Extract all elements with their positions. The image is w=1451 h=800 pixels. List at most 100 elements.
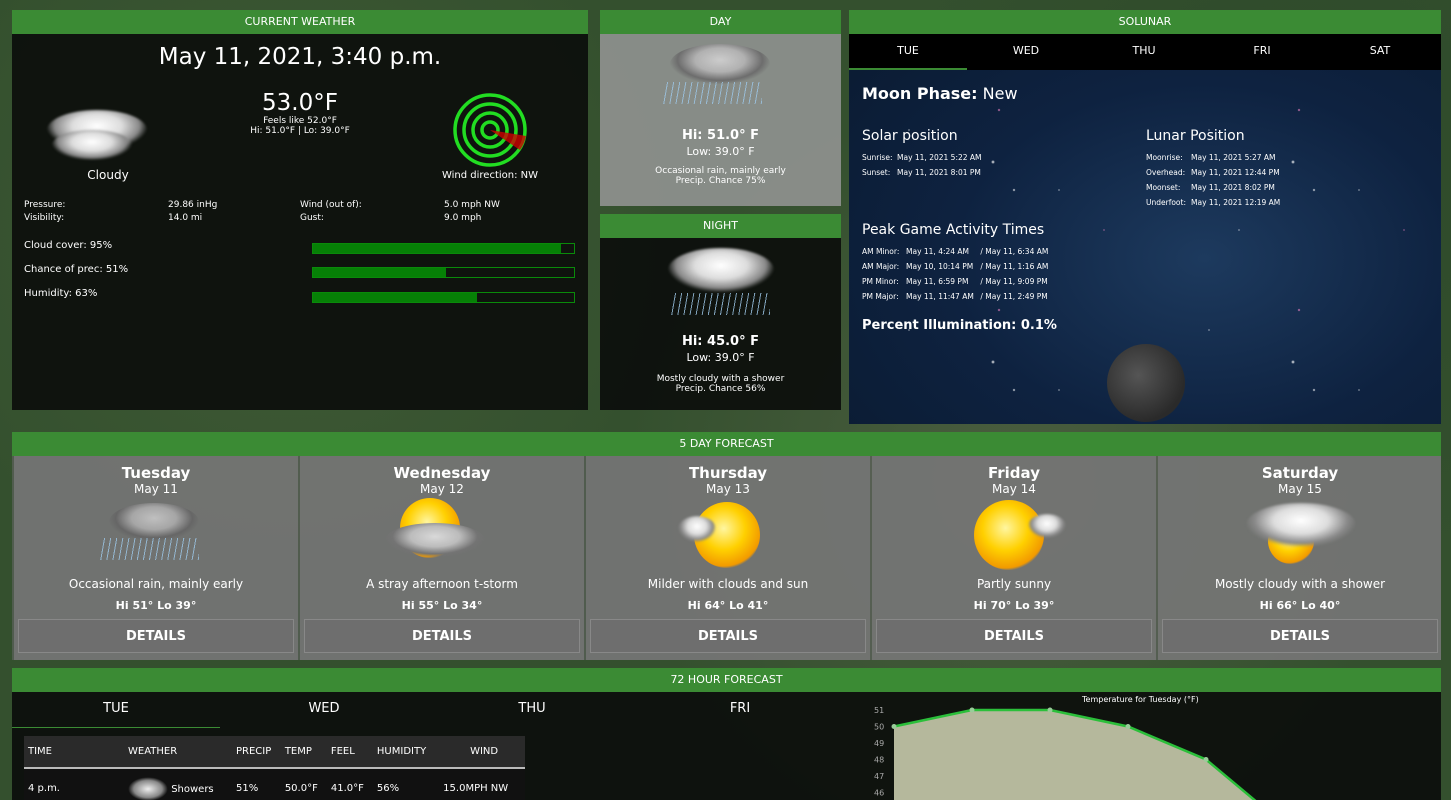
underfoot-row: Underfoot: May 11, 2021 12:19 AM: [1146, 198, 1281, 207]
details-button[interactable]: DETAILS: [18, 619, 294, 653]
night-header: NIGHT: [600, 214, 841, 238]
partly-sunny-icon: [872, 498, 1156, 574]
y-tick-label: 51: [874, 706, 884, 715]
details-button[interactable]: DETAILS: [304, 619, 580, 653]
moonrise-row: Moonrise: May 11, 2021 5:27 AM: [1146, 153, 1276, 162]
chart-title: Temperature for Tuesday (°F): [1082, 695, 1199, 704]
night-low: Low: 39.0° F: [686, 351, 755, 364]
night-precip: Precip. Chance 56%: [675, 384, 766, 394]
forecast-card-tuesday: Tuesday May 11 Occasional rain, mainly ear…: [14, 456, 298, 660]
hourly-tab-thu[interactable]: THU: [518, 701, 546, 716]
forecast-condition: A stray afternoon t-storm: [366, 577, 518, 591]
five-day-header: 5 DAY FORECAST: [12, 432, 1441, 456]
forecast-date: May 13: [706, 482, 750, 496]
forecast-card-friday: Friday May 14 Partly sunny Hi 70° Lo 39° DET…: [872, 456, 1156, 660]
moon-phase: New: [982, 84, 1018, 103]
five-day-forecast-panel: 5 DAY FORECAST Tuesday May 11 Occasional r…: [12, 432, 1441, 660]
table-header-row: TIME WEATHER PRECIP TEMP FEEL HUMIDITY WIND: [24, 736, 525, 769]
cloud-cover-bar: [312, 243, 575, 254]
solunar-panel: SOLUNAR TUE WED THU FRI SAT Moon Phase: …: [849, 10, 1441, 424]
data-point[interactable]: [1125, 724, 1131, 729]
forecast-date: May 12: [420, 482, 464, 496]
y-tick-label: 46: [874, 789, 884, 798]
table-row: 4 p.m. Showers 51% 50.0°F 41.0°F 56% 15.0MPH…: [24, 768, 525, 800]
forecast-hilo: Hi 70° Lo 39°: [973, 599, 1055, 612]
rain-icon: [14, 498, 298, 574]
data-point[interactable]: [969, 707, 975, 713]
data-point[interactable]: [891, 724, 897, 729]
sunset-row: Sunset: May 11, 2021 8:01 PM: [862, 168, 981, 177]
thunderstorm-icon: [300, 498, 584, 574]
peak-row: AM Minor: May 11, 4:24 AM / May 11, 6:34 …: [862, 247, 1049, 256]
hi-lo: Hi: 51.0°F | Lo: 39.0°F: [250, 126, 350, 136]
current-weather-panel: CURRENT WEATHER May 11, 2021, 3:40 p.m. …: [12, 10, 588, 410]
day-header: DAY: [600, 10, 841, 34]
night-hi: Hi: 45.0° F: [681, 334, 760, 349]
cloud-cover-label: Cloud cover: 95%: [24, 240, 113, 251]
peak-row: PM Major: May 11, 11:47 AM / May 11, 2:49…: [862, 292, 1048, 301]
wind-label: Wind (out of):: [300, 200, 362, 210]
showers-icon: [128, 776, 168, 800]
forecast-date: May 15: [1278, 482, 1322, 496]
moon-icon: [1107, 344, 1185, 422]
overhead-row: Overhead: May 11, 2021 12:44 PM: [1146, 168, 1280, 177]
percent-illumination: Percent Illumination: 0.1%: [862, 318, 1057, 333]
forecast-hilo: Hi 51° Lo 39°: [115, 599, 197, 612]
forecast-card-wednesday: Wednesday May 12 A stray afternoon t-storm…: [300, 456, 584, 660]
solunar-tab-wed[interactable]: WED: [1012, 44, 1040, 57]
details-button[interactable]: DETAILS: [1162, 619, 1438, 653]
forecast-date: May 14: [992, 482, 1036, 496]
solar-title: Solar position: [862, 128, 958, 144]
y-tick-label: 50: [874, 723, 884, 732]
forecast-day: Saturday: [1261, 464, 1339, 482]
day-low: Low: 39.0° F: [686, 145, 755, 158]
forecast-card-thursday: Thursday May 13 Milder with clouds and sun…: [586, 456, 870, 660]
hourly-header: 72 HOUR FORECAST: [12, 668, 1441, 692]
y-tick-label: 48: [874, 756, 884, 765]
forecast-condition: Milder with clouds and sun: [647, 577, 809, 591]
data-point[interactable]: [1203, 757, 1209, 762]
day-precip: Precip. Chance 75%: [675, 176, 766, 186]
wind-value: 5.0 mph NW: [444, 200, 500, 210]
hourly-table: TIME WEATHER PRECIP TEMP FEEL HUMIDITY WIND 4 …: [24, 736, 525, 800]
current-weather-header: CURRENT WEATHER: [12, 10, 588, 34]
details-button[interactable]: DETAILS: [590, 619, 866, 653]
solunar-tab-fri[interactable]: FRI: [1253, 44, 1271, 57]
forecast-hilo: Hi 66° Lo 40°: [1259, 599, 1341, 612]
day-panel: DAY Hi: 51.0° F Low: 39.0° F Occasional …: [600, 10, 841, 206]
solunar-header: SOLUNAR: [849, 10, 1441, 34]
forecast-day: Thursday: [688, 464, 768, 482]
hourly-tab-tue[interactable]: TUE: [12, 692, 220, 728]
pressure-value: 29.86 inHg: [168, 200, 218, 210]
solunar-tab-tue[interactable]: TUE: [849, 34, 967, 70]
forecast-day: Tuesday: [121, 464, 191, 482]
solunar-tab-thu[interactable]: THU: [1132, 44, 1156, 57]
y-tick-label: 47: [874, 772, 884, 781]
rain-icon: [600, 238, 841, 328]
forecast-condition: Mostly cloudy with a shower: [1214, 577, 1386, 591]
solunar-tab-sat[interactable]: SAT: [1369, 44, 1391, 57]
peak-row: PM Minor: May 11, 6:59 PM / May 11, 9:09 …: [862, 277, 1048, 286]
visibility-label: Visibility:: [24, 213, 65, 223]
current-temp: 53.0°F: [262, 90, 338, 116]
forecast-condition: Occasional rain, mainly early: [68, 577, 244, 591]
wind-radar-icon: [453, 93, 527, 167]
wind-direction: Wind direction: NW: [441, 170, 539, 181]
gust-label: Gust:: [300, 213, 324, 223]
temperature-area: [894, 710, 1255, 800]
peak-title: Peak Game Activity Times: [862, 222, 1045, 238]
data-point[interactable]: [1047, 707, 1053, 713]
night-panel: NIGHT Hi: 45.0° F Low: 39.0° F Mostly cl…: [600, 214, 841, 410]
pressure-label: Pressure:: [24, 200, 66, 210]
day-hi: Hi: 51.0° F: [681, 128, 760, 143]
precip-chance-label: Chance of prec: 51%: [24, 264, 129, 275]
moon-phase-label: Moon Phase:: [862, 84, 978, 103]
humidity-bar: [312, 292, 575, 303]
precip-chance-bar: [312, 267, 575, 278]
cloud-icon: [42, 105, 152, 165]
sun-cloud-icon: [586, 498, 870, 574]
details-button[interactable]: DETAILS: [876, 619, 1152, 653]
hourly-tab-fri[interactable]: FRI: [729, 701, 751, 716]
forecast-card-saturday: Saturday May 15 Mostly cloudy with a showe…: [1158, 456, 1441, 660]
hourly-tab-wed[interactable]: WED: [308, 701, 340, 716]
